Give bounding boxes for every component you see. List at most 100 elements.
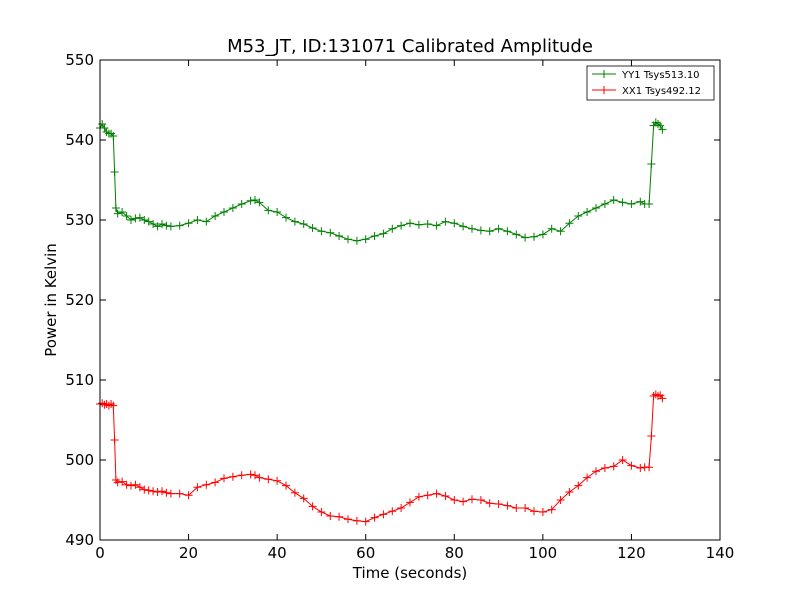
data-point-yy1 — [432, 221, 441, 230]
data-point-xx1 — [423, 491, 432, 500]
data-point-xx1 — [530, 507, 538, 516]
data-point-xx1 — [494, 500, 503, 508]
y-tick-label: 540 — [65, 131, 94, 149]
data-point-xx1 — [609, 462, 618, 471]
data-point-yy1 — [144, 217, 153, 226]
data-point-xx1 — [512, 504, 521, 512]
data-point-xx1 — [450, 496, 459, 504]
ticks-layer: 0 20 40 60 80 100 120 140 490 500 510 520 530 540 550 — [65, 51, 734, 562]
data-point-yy1 — [193, 216, 202, 224]
data-point-yy1 — [370, 232, 379, 240]
data-point-xx1 — [627, 461, 636, 470]
series-layer — [96, 118, 667, 526]
data-point-yy1 — [127, 216, 135, 224]
data-point-yy1 — [162, 221, 171, 230]
data-point-yy1 — [423, 220, 432, 228]
data-point-xx1 — [237, 471, 246, 480]
x-tick-label: 60 — [356, 544, 375, 562]
y-tick-label: 520 — [65, 291, 94, 309]
data-point-xx1 — [166, 489, 175, 498]
data-point-xx1 — [144, 486, 153, 495]
data-point-yy1 — [352, 236, 361, 245]
x-tick-label: 40 — [268, 544, 287, 562]
data-point-xx1 — [503, 501, 512, 510]
data-point-yy1 — [565, 219, 574, 228]
y-tick-label: 500 — [65, 451, 94, 469]
data-point-xx1 — [432, 489, 441, 498]
data-point-xx1 — [246, 470, 255, 479]
data-point-yy1 — [166, 222, 175, 231]
data-point-xx1 — [211, 478, 220, 487]
data-point-xx1 — [264, 475, 273, 484]
data-point-xx1 — [344, 515, 352, 524]
data-point-yy1 — [618, 198, 627, 207]
data-point-yy1 — [406, 219, 414, 228]
data-point-xx1 — [290, 488, 299, 497]
data-point-yy1 — [494, 224, 503, 233]
data-point-xx1 — [379, 510, 388, 519]
data-point-yy1 — [609, 196, 618, 204]
data-point-xx1 — [618, 456, 627, 464]
data-point-yy1 — [175, 221, 184, 230]
data-point-xx1 — [335, 512, 344, 521]
data-point-xx1 — [326, 512, 335, 520]
data-point-yy1 — [538, 230, 547, 239]
data-point-yy1 — [476, 226, 485, 235]
data-point-xx1 — [574, 481, 583, 490]
data-point-yy1 — [135, 213, 144, 222]
data-point-xx1 — [592, 467, 600, 476]
data-point-xx1 — [647, 432, 656, 440]
data-point-yy1 — [251, 196, 259, 204]
data-point-xx1 — [352, 516, 361, 525]
legend-box — [586, 65, 715, 101]
legend-marker-yy1 — [600, 70, 608, 78]
data-point-xx1 — [600, 464, 609, 472]
data-point-xx1 — [109, 401, 118, 410]
data-point-yy1 — [441, 217, 450, 226]
data-point-xx1 — [273, 476, 282, 485]
data-point-yy1 — [600, 200, 609, 208]
data-point-yy1 — [468, 224, 476, 233]
data-point-yy1 — [246, 196, 255, 205]
data-point-yy1 — [149, 220, 158, 228]
x-tick-label: 80 — [445, 544, 464, 562]
data-point-yy1 — [211, 212, 220, 220]
data-point-yy1 — [397, 221, 406, 230]
data-point-yy1 — [658, 125, 667, 134]
data-point-xx1 — [202, 480, 211, 489]
data-point-yy1 — [335, 232, 344, 240]
data-point-xx1 — [162, 488, 171, 497]
y-tick-label: 510 — [65, 371, 94, 389]
data-point-yy1 — [109, 132, 118, 140]
x-tick-label: 0 — [95, 544, 105, 562]
data-point-xx1 — [406, 498, 414, 507]
data-point-yy1 — [326, 228, 335, 237]
data-point-xx1 — [370, 513, 379, 522]
data-point-xx1 — [251, 471, 259, 480]
data-point-xx1 — [441, 492, 450, 500]
data-point-xx1 — [414, 492, 423, 501]
data-point-yy1 — [299, 220, 308, 228]
data-point-xx1 — [556, 496, 565, 504]
data-point-yy1 — [153, 222, 162, 231]
data-point-xx1 — [282, 481, 290, 490]
data-point-xx1 — [153, 488, 162, 496]
data-point-xx1 — [547, 505, 556, 514]
data-point-yy1 — [627, 200, 636, 208]
data-point-xx1 — [299, 494, 308, 503]
data-point-yy1 — [583, 208, 592, 216]
data-point-yy1 — [414, 220, 423, 229]
data-point-yy1 — [647, 160, 656, 168]
data-point-xx1 — [193, 483, 202, 492]
data-point-yy1 — [379, 229, 388, 238]
data-point-yy1 — [556, 227, 565, 236]
data-point-yy1 — [220, 208, 228, 216]
data-point-yy1 — [255, 198, 264, 207]
data-point-xx1 — [308, 502, 317, 511]
data-point-yy1 — [118, 208, 127, 216]
data-point-yy1 — [282, 213, 290, 222]
data-point-xx1 — [485, 499, 494, 508]
data-point-yy1 — [645, 200, 654, 208]
data-point-xx1 — [158, 487, 166, 496]
data-point-xx1 — [135, 483, 144, 492]
